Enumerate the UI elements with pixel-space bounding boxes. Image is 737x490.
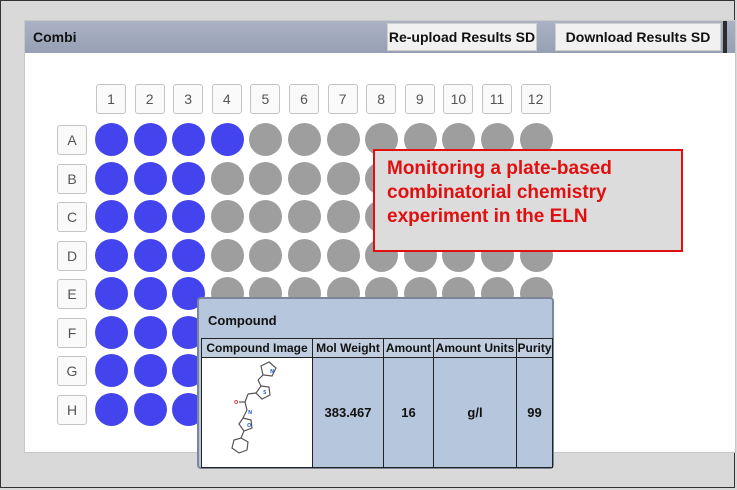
svg-text:O: O xyxy=(234,400,238,406)
plate-column-header: 6 xyxy=(289,84,319,114)
compound-popup: Compound Compound Image Mol Weight Amoun… xyxy=(197,297,554,469)
plate-column-header: 9 xyxy=(404,84,435,114)
plate-well[interactable] xyxy=(95,238,128,272)
plate-column-header: 3 xyxy=(173,84,204,114)
plate-column-header: 7 xyxy=(327,84,358,114)
plate-well[interactable] xyxy=(95,354,128,387)
plate-well[interactable] xyxy=(326,123,360,156)
amount-units-value: g/l xyxy=(433,357,517,468)
plate-column-header: 5 xyxy=(250,84,281,114)
plate-well[interactable] xyxy=(210,161,244,195)
plate-well[interactable] xyxy=(288,238,321,272)
header-divider xyxy=(723,21,727,53)
plate-well[interactable] xyxy=(210,238,244,272)
svg-text:N: N xyxy=(248,410,252,416)
plate-well[interactable] xyxy=(95,315,128,349)
plate-well[interactable] xyxy=(172,238,206,272)
plate-well[interactable] xyxy=(133,238,167,272)
amount-value: 16 xyxy=(383,357,434,468)
header-purity: Purity xyxy=(516,338,553,358)
plate-column-header: 10 xyxy=(443,84,474,114)
plate-well[interactable] xyxy=(210,200,244,233)
plate-well[interactable] xyxy=(326,200,360,233)
plate-well[interactable] xyxy=(133,123,167,156)
plate-well[interactable] xyxy=(95,277,128,310)
panel-title: Combi xyxy=(33,29,77,45)
plate-well[interactable] xyxy=(249,123,283,156)
compound-table: Compound Image Mol Weight Amount Amount … xyxy=(201,338,553,468)
plate-column-header: 1 xyxy=(96,84,126,114)
reupload-results-button[interactable]: Re-upload Results SD xyxy=(387,23,537,51)
mol-weight-value: 383.467 xyxy=(312,357,384,468)
plate-well[interactable] xyxy=(172,161,206,195)
purity-value: 99 xyxy=(516,357,553,468)
plate-row-header: E xyxy=(57,279,87,309)
plate-column-header: 12 xyxy=(520,84,551,114)
plate-well[interactable] xyxy=(95,200,128,233)
svg-text:O: O xyxy=(247,423,251,429)
plate-row-header: H xyxy=(57,394,87,425)
panel-header: Combi Re-upload Results SD Download Resu… xyxy=(25,21,735,53)
plate-well[interactable] xyxy=(95,392,128,426)
plate-well[interactable] xyxy=(288,123,321,156)
compound-table-header-row: Compound Image Mol Weight Amount Amount … xyxy=(201,338,553,358)
annotation-callout: Monitoring a plate-based combinatorial c… xyxy=(373,149,683,252)
plate-well[interactable] xyxy=(133,354,167,387)
callout-text: Monitoring a plate-based combinatorial c… xyxy=(387,158,612,227)
header-amount: Amount xyxy=(383,338,434,358)
molecule-structure-icon: N S O N O xyxy=(231,361,277,454)
plate-column-header: 11 xyxy=(482,84,512,114)
svg-text:S: S xyxy=(263,390,267,396)
plate-well[interactable] xyxy=(133,200,167,233)
plate-well[interactable] xyxy=(133,315,167,349)
download-results-button[interactable]: Download Results SD xyxy=(555,23,721,51)
plate-well[interactable] xyxy=(288,161,321,195)
plate-row-header: A xyxy=(57,125,87,155)
plate-well[interactable] xyxy=(288,200,321,233)
plate-well[interactable] xyxy=(95,161,128,195)
plate-column-header: 2 xyxy=(134,84,165,114)
plate-well[interactable] xyxy=(210,123,244,156)
compound-table-row: N S O N O 383.467 16 g/l 99 xyxy=(201,357,553,468)
plate-well[interactable] xyxy=(133,161,167,195)
plate-row-header: C xyxy=(57,202,87,232)
compound-structure-image: N S O N O xyxy=(201,357,313,468)
plate-well[interactable] xyxy=(133,277,167,310)
plate-well[interactable] xyxy=(95,123,128,156)
plate-column-header: 4 xyxy=(211,84,242,114)
header-compound-image: Compound Image xyxy=(201,338,313,358)
plate-well[interactable] xyxy=(133,392,167,426)
plate-row-header: G xyxy=(57,356,87,386)
plate-well[interactable] xyxy=(249,200,283,233)
header-amount-units: Amount Units xyxy=(433,338,517,358)
plate-well[interactable] xyxy=(249,161,283,195)
plate-row-header: D xyxy=(57,240,87,271)
svg-text:N: N xyxy=(270,369,274,375)
plate-well[interactable] xyxy=(172,200,206,233)
plate-row-header: F xyxy=(57,317,87,348)
plate-well[interactable] xyxy=(326,238,360,272)
plate-well[interactable] xyxy=(172,123,206,156)
header-mol-weight: Mol Weight xyxy=(312,338,384,358)
plate-well[interactable] xyxy=(249,238,283,272)
plate-row-header: B xyxy=(57,163,87,194)
plate-well[interactable] xyxy=(326,161,360,195)
plate-column-header: 8 xyxy=(366,84,397,114)
popup-title: Compound xyxy=(208,313,277,328)
